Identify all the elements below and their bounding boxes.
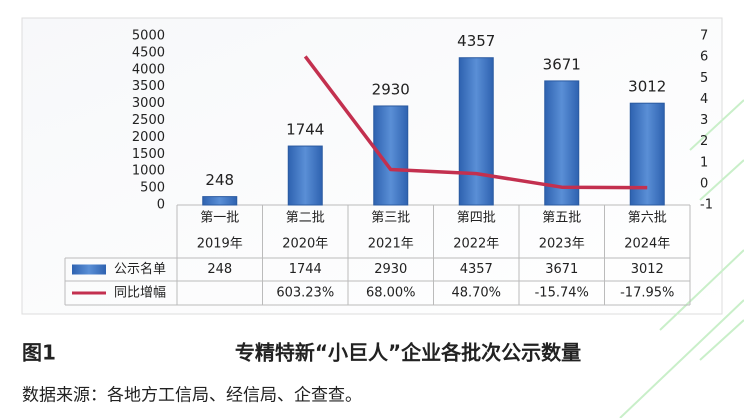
y2-tick-label: 1 <box>700 155 708 170</box>
source-note: 数据来源：各地方工信局、经信局、企查查。 <box>22 386 362 406</box>
y2-tick-label: -1 <box>700 198 713 213</box>
x-tick-label: 第二批 <box>286 211 325 226</box>
table-cell: 4357 <box>460 262 493 277</box>
bar <box>458 57 494 206</box>
x-tick-label: 第四批 <box>457 211 496 226</box>
bar-value-label: 4357 <box>457 32 495 50</box>
x-tick-year: 2023年 <box>539 237 585 252</box>
table-cell: 1744 <box>289 262 322 277</box>
table-cell: 68.00% <box>366 286 416 301</box>
bar-value-label: 2930 <box>372 80 410 98</box>
table-cell: 3671 <box>545 262 578 277</box>
bar <box>373 105 409 206</box>
table-cell: 48.70% <box>451 286 501 301</box>
legend-label: 公示名单 <box>114 261 166 277</box>
x-tick-year: 2019年 <box>197 237 243 252</box>
legend-label: 同比增幅 <box>114 286 166 301</box>
x-tick-label: 第六批 <box>628 211 667 226</box>
table-cell: 248 <box>207 262 232 277</box>
table-cell: -17.95% <box>620 286 674 301</box>
x-tick-year: 2020年 <box>282 237 328 252</box>
chart-frame <box>21 17 723 315</box>
figure-label: 图1 <box>22 341 56 365</box>
bar-value-label: 1744 <box>286 121 324 139</box>
y-tick-label: 1000 <box>132 164 165 179</box>
y-tick-label: 4000 <box>132 62 165 77</box>
y2-tick-label: 7 <box>700 29 708 44</box>
y-tick-label: 1500 <box>132 147 165 162</box>
x-tick-label: 第一批 <box>200 211 239 226</box>
bar-value-label: 3012 <box>628 78 666 96</box>
y-tick-label: 2000 <box>132 130 165 145</box>
table-cell: 2930 <box>374 262 407 277</box>
x-tick-year: 2022年 <box>453 237 499 252</box>
x-tick-year: 2024年 <box>624 237 670 252</box>
x-tick-label: 第五批 <box>542 211 581 226</box>
bar-value-label: 248 <box>205 171 234 189</box>
chart-title: 专精特新“小巨人”企业各批次公示数量 <box>235 341 581 365</box>
y-tick-label: 500 <box>140 181 165 196</box>
y-tick-label: 3000 <box>132 96 165 111</box>
decoration <box>619 99 744 418</box>
y-tick-label: 3500 <box>132 79 165 94</box>
y-tick-label: 4500 <box>132 45 165 60</box>
bar-value-label: 3671 <box>543 55 581 73</box>
bar <box>629 102 665 206</box>
line-series <box>303 55 648 190</box>
y2-tick-label: 0 <box>700 176 708 191</box>
y-tick-label: 5000 <box>132 29 165 44</box>
y-tick-label: 2500 <box>132 113 165 128</box>
y2-tick-label: 6 <box>700 50 708 65</box>
bar <box>202 196 238 206</box>
y-tick-label: 0 <box>157 198 165 213</box>
x-tick-label: 第三批 <box>371 211 410 226</box>
y2-tick-label: 3 <box>700 113 708 128</box>
legend-swatch <box>72 264 106 275</box>
table-cell: 603.23% <box>276 286 334 301</box>
x-tick-year: 2021年 <box>368 237 414 252</box>
y2-tick-label: 5 <box>700 71 708 86</box>
y2-tick-label: 4 <box>700 92 708 107</box>
table-cell: -15.74% <box>535 286 589 301</box>
table-cell: 3012 <box>631 262 664 277</box>
y2-tick-label: 2 <box>700 134 708 149</box>
bar <box>287 145 323 206</box>
